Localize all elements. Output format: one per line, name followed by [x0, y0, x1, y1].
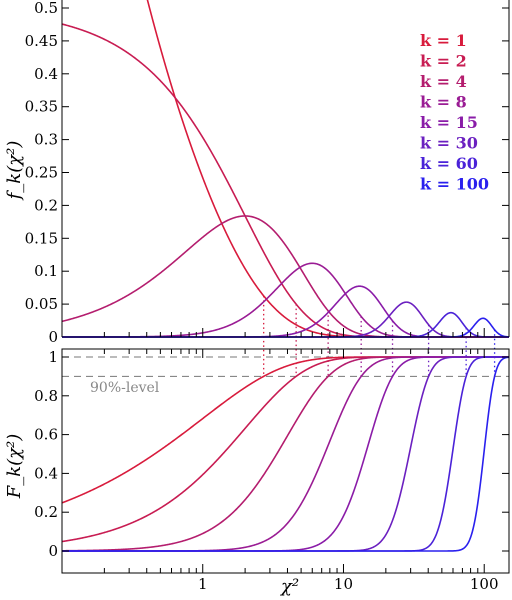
top-y-tick-label: 0.05 [25, 295, 58, 313]
legend-entry-k1: k = 1 [420, 31, 467, 50]
top-y-tick-label: 0.45 [25, 32, 58, 50]
top-y-tick-label: 0 [48, 328, 58, 346]
legend-entry-k100: k = 100 [420, 175, 489, 194]
pdf-panel: 0 0.05 0.1 0.15 0.2 0.25 0.3 0.35 0.4 0.45 0.5 k = … [25, 0, 510, 377]
legend-entry-k8: k = 8 [420, 93, 467, 112]
top-y-tick-label: 0.5 [34, 0, 58, 17]
pdf-curve-k8 [62, 262, 509, 338]
top-y-tick-label: 0.15 [25, 229, 58, 247]
cdf-panel: 1 10 100 0 0.2 0.4 0.6 0.8 1 [34, 348, 510, 593]
legend-entry-k2: k = 2 [420, 52, 467, 71]
bottom-y-tick-label: 0.2 [34, 503, 58, 521]
bottom-y-tick-label: 0.6 [34, 426, 58, 444]
top-y-tick-label: 0.25 [25, 164, 58, 182]
bottom-y-tick-label: 0.4 [34, 464, 58, 482]
top-y-tick-label: 0.3 [34, 131, 58, 149]
legend-entry-k30: k = 30 [420, 134, 478, 153]
legend-entry-k4: k = 4 [420, 72, 467, 91]
top-y-tick-label: 0.4 [34, 65, 58, 83]
top-y-axis-label: f_k(χ²) [4, 141, 25, 202]
bottom-y-tick-label: 0 [48, 542, 58, 560]
ninety-percent-annotation: 90%-level [90, 380, 160, 396]
legend-entry-k15: k = 15 [420, 113, 478, 132]
cdf-curve-k1 [62, 356, 509, 504]
x-tick-label: 1 [198, 575, 208, 593]
top-y-tick-label: 0.35 [25, 98, 58, 116]
x-axis-label: χ² [279, 576, 299, 597]
legend-entry-k60: k = 60 [420, 154, 478, 173]
top-y-tick-label: 0.2 [34, 196, 58, 214]
bottom-y-axis-label: F_k(χ²) [4, 434, 25, 500]
x-tick-label: 10 [334, 575, 353, 593]
cdf-curve-k100 [62, 356, 509, 552]
bottom-y-tick-label: 0.8 [34, 387, 58, 405]
bottom-frame [61, 348, 510, 574]
top-y-tick-label: 0.1 [34, 262, 58, 280]
x-tick-label: 100 [470, 575, 499, 593]
bottom-y-tick-label: 1 [48, 348, 58, 366]
